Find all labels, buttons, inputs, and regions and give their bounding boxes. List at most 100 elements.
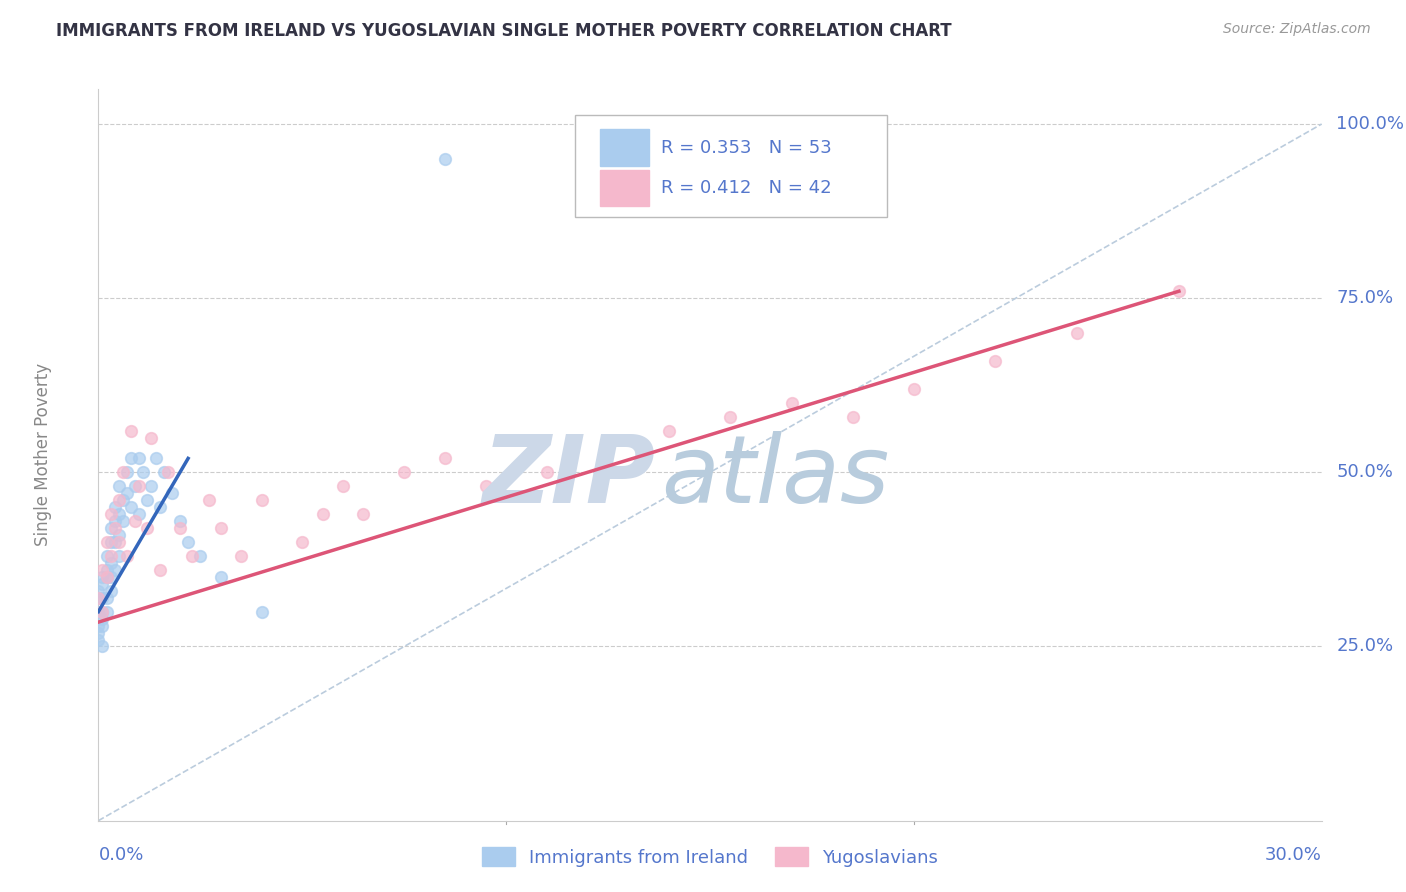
Point [141,430,163,444]
Point [120,451,142,466]
Point [332,479,354,493]
Point [209,521,232,535]
Point [87,605,110,619]
Point [903,382,925,396]
Point [392,466,416,480]
Point [434,451,457,466]
Point [841,409,863,424]
FancyBboxPatch shape [600,169,648,206]
Point [120,500,142,515]
Point [100,507,122,521]
Point [108,528,131,542]
Text: Single Mother Poverty: Single Mother Poverty [34,363,52,547]
Point [111,493,134,508]
Point [115,549,138,563]
Point [104,563,127,577]
Point [96,591,118,605]
Point [124,514,146,528]
Point [91,640,114,654]
Point [1066,326,1088,340]
Point [87,625,110,640]
Point [96,570,118,584]
Point [87,591,110,605]
Point [197,493,219,508]
Point [108,479,131,493]
Point [104,514,127,528]
Point [96,549,118,563]
Point [352,507,374,521]
Point [96,535,118,549]
Point [188,549,212,563]
Point [434,152,457,166]
Text: 0.0%: 0.0% [98,847,143,864]
Point [160,486,183,500]
Point [91,618,114,632]
Point [141,479,163,493]
Point [780,395,803,409]
Point [149,500,172,515]
Point [100,535,122,549]
Text: 50.0%: 50.0% [1336,463,1393,482]
Point [96,570,118,584]
Point [120,424,142,438]
Point [250,605,273,619]
Text: R = 0.412   N = 42: R = 0.412 N = 42 [661,179,832,197]
FancyBboxPatch shape [575,115,887,218]
Point [91,612,114,626]
Point [108,493,131,508]
Point [108,549,131,563]
Point [96,605,118,619]
Point [124,479,146,493]
Point [96,563,118,577]
Point [128,479,150,493]
Point [136,521,159,535]
Point [145,451,167,466]
Point [181,549,204,563]
Point [100,521,122,535]
Point [250,493,273,508]
Point [104,521,127,535]
Point [291,535,314,549]
Point [132,466,155,480]
Point [984,354,1007,368]
Point [149,563,172,577]
Text: 25.0%: 25.0% [1336,638,1393,656]
Point [231,549,253,563]
Point [87,583,110,598]
Point [91,605,114,619]
Point [100,556,122,570]
Text: R = 0.353   N = 53: R = 0.353 N = 53 [661,139,832,157]
Point [115,486,138,500]
FancyBboxPatch shape [600,129,648,166]
Point [91,576,114,591]
Point [536,466,558,480]
Point [136,493,159,508]
Point [91,570,114,584]
Point [156,466,179,480]
Point [115,466,138,480]
Point [718,409,742,424]
Point [1167,284,1189,298]
Legend: Immigrants from Ireland, Yugoslavians: Immigrants from Ireland, Yugoslavians [475,840,945,874]
Point [598,437,620,451]
Point [91,591,114,605]
Point [87,632,110,647]
Point [658,424,681,438]
Point [169,514,191,528]
Point [177,535,200,549]
Point [312,507,335,521]
Point [108,535,131,549]
Point [100,583,122,598]
Point [111,466,134,480]
Point [104,535,127,549]
Point [474,479,498,493]
Point [91,563,114,577]
Point [209,570,232,584]
Point [169,521,191,535]
Point [91,605,114,619]
Point [87,591,110,605]
Point [128,507,150,521]
Text: 75.0%: 75.0% [1336,289,1393,307]
Text: Source: ZipAtlas.com: Source: ZipAtlas.com [1223,22,1371,37]
Point [100,549,122,563]
